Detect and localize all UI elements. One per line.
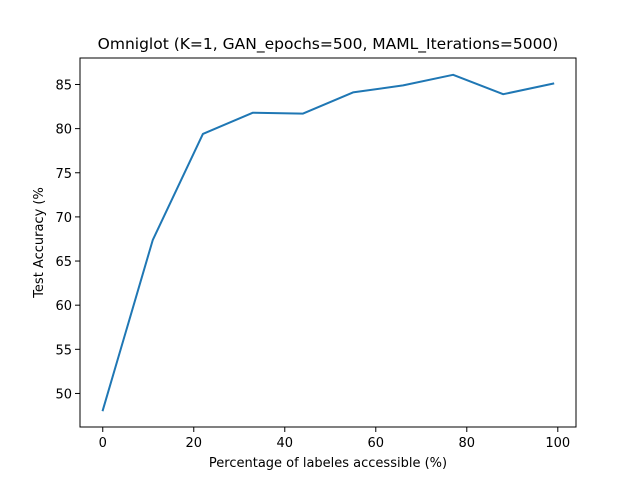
series-line-0	[101, 73, 555, 412]
y-tick-label: 50	[55, 387, 72, 402]
y-tick-label: 55	[55, 343, 72, 358]
x-axis-ticks: 0 20 40 60 80 100	[99, 427, 570, 451]
y-tick-label: 85	[55, 78, 72, 93]
x-tick-label: 40	[276, 436, 293, 451]
y-tick-label: 70	[55, 211, 72, 226]
y-axis-ticks: 50 55 60 65 70 75 80 85	[55, 78, 80, 402]
y-axis-label: Test Accuracy (%	[32, 187, 47, 299]
x-tick-label: 100	[545, 436, 570, 451]
x-axis-label: Percentage of labeles accessible (%)	[209, 456, 447, 471]
y-tick-label: 60	[55, 299, 72, 314]
y-tick-label: 75	[55, 167, 72, 182]
chart-title: Omniglot (K=1, GAN_epochs=500, MAML_Iter…	[98, 35, 559, 54]
x-tick-label: 80	[459, 436, 476, 451]
y-tick-label: 80	[55, 123, 72, 138]
x-tick-label: 20	[185, 436, 202, 451]
y-tick-label: 65	[55, 255, 72, 270]
x-tick-label: 0	[99, 436, 107, 451]
series-layer	[101, 73, 555, 412]
plot-frame	[79, 57, 577, 428]
x-tick-label: 60	[368, 436, 385, 451]
